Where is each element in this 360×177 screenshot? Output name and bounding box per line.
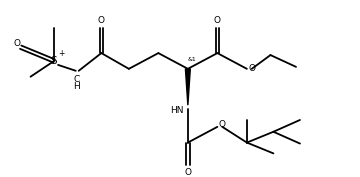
- Text: S: S: [51, 56, 58, 66]
- Text: H: H: [73, 82, 80, 91]
- Text: &1: &1: [188, 58, 196, 62]
- Text: O: O: [184, 168, 192, 177]
- Text: O: O: [13, 39, 20, 48]
- Text: O: O: [98, 16, 105, 25]
- Text: HN: HN: [170, 106, 184, 115]
- Text: C: C: [74, 75, 80, 84]
- Text: O: O: [219, 120, 226, 129]
- Text: O: O: [248, 64, 255, 73]
- Text: O: O: [214, 16, 221, 25]
- Polygon shape: [185, 69, 190, 105]
- Text: +: +: [58, 49, 64, 58]
